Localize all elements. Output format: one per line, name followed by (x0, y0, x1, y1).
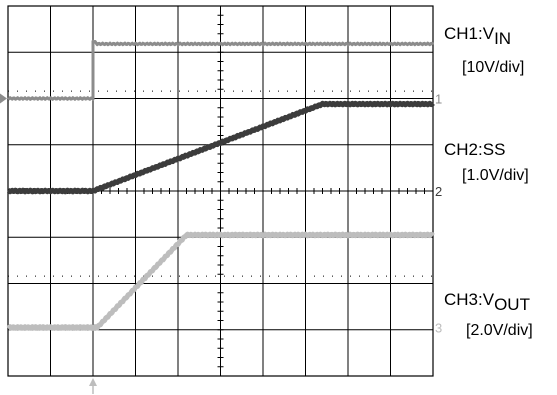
ch2-scale: [1.0V/div] (462, 167, 529, 184)
trace-3 (6, 231, 435, 331)
ch1-label: CH1:VIN (444, 24, 512, 48)
traces (6, 39, 435, 331)
ch1-reference-arrow-icon (0, 93, 7, 104)
trace-2 (6, 100, 435, 195)
trace-1 (7, 39, 435, 101)
ground-marker-ch3: 3 (435, 320, 442, 335)
ch3-scale: [2.0V/div] (466, 322, 533, 339)
markers: 1 2 3 (0, 92, 442, 394)
ground-marker-ch1: 1 (435, 92, 442, 107)
trigger-position-arrow-icon (89, 378, 97, 386)
ch2-label: CH2:SS (444, 140, 506, 159)
ground-marker-ch2: 2 (435, 184, 442, 199)
ch1-scale: [10V/div] (462, 59, 525, 76)
ch3-label: CH3:VOUT (444, 290, 530, 314)
